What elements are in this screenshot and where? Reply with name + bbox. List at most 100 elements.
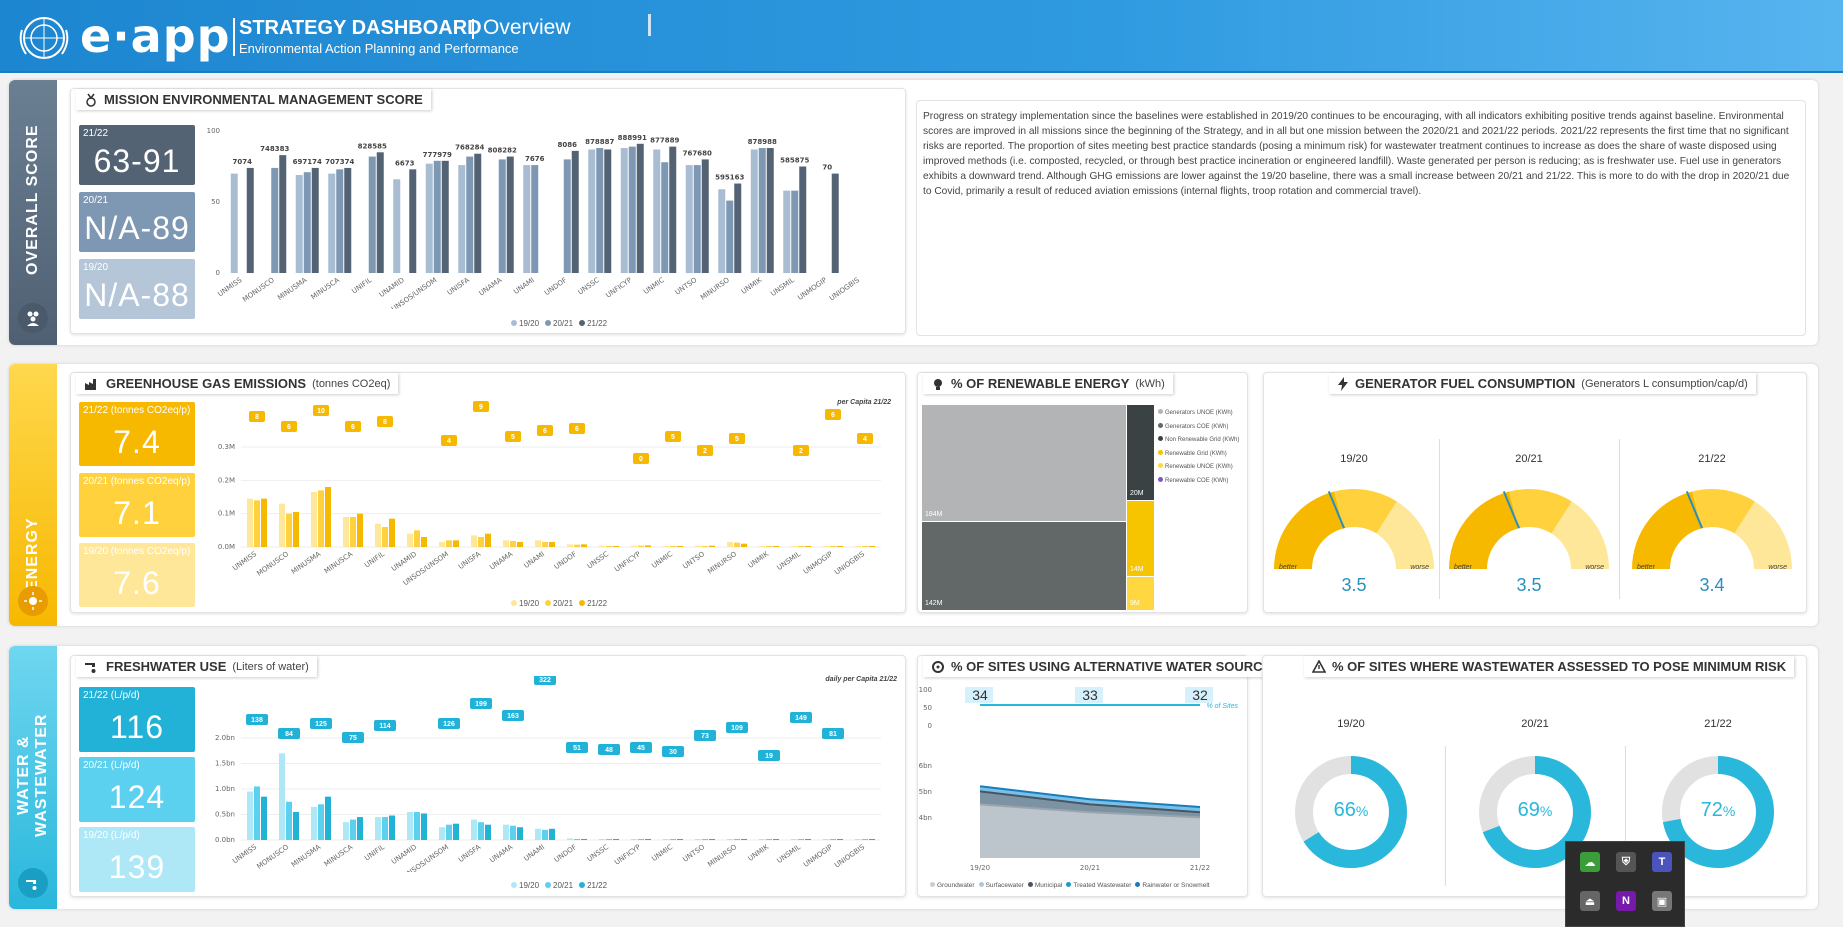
gauge-needle	[1685, 491, 1703, 529]
page-section: Overview	[483, 16, 571, 39]
management-score-title: MISSION ENVIRONMENTAL MANAGEMENT SCORE	[76, 89, 431, 110]
per-capita-badge	[694, 730, 716, 741]
warning-icon	[1312, 660, 1326, 673]
bar	[791, 839, 797, 840]
bar	[293, 512, 299, 547]
y-tick-label: 100	[919, 686, 932, 694]
per-capita-badge	[726, 722, 748, 733]
teams-icon[interactable]: T	[1652, 852, 1672, 872]
per-capita-value: 73	[701, 733, 709, 740]
bar	[506, 156, 514, 273]
data-label: 877889	[650, 137, 679, 145]
per-capita-value: 19	[765, 753, 773, 760]
donut-fill	[1295, 756, 1407, 868]
bar	[485, 533, 491, 547]
kpi-ghg-2122: 21/22 (tonnes CO2eq/p) 7.4	[79, 402, 195, 466]
gauge-period: 20/21	[1515, 453, 1543, 465]
x-tick-label: MINUSCA	[310, 276, 341, 301]
bar	[407, 533, 413, 547]
per-capita-value: 45	[637, 745, 645, 752]
x-tick-label: UNAMA	[478, 276, 504, 298]
bar	[441, 160, 449, 273]
gauge-worse-label: worse	[1768, 564, 1787, 571]
kpi-label: 19/20 (L/p/d)	[83, 830, 140, 841]
bar	[503, 824, 509, 840]
kpi-value: 7.4	[113, 424, 161, 460]
fuel-gauge: better worse	[1632, 489, 1792, 571]
per-capita-value: 138	[251, 717, 263, 724]
recycle-icon	[932, 660, 944, 673]
x-tick-label: UNMIK	[747, 843, 771, 863]
bar	[368, 156, 376, 273]
gauge-band-worse	[1551, 501, 1609, 569]
bar	[669, 146, 677, 273]
strategy-narrative: Progress on strategy implementation sinc…	[916, 100, 1806, 336]
bar	[758, 148, 766, 273]
renewable-title-text: % OF RENEWABLE ENERGY	[951, 376, 1130, 391]
wastewater-donut	[1479, 756, 1591, 868]
bar	[466, 156, 474, 273]
x-tick-label: MINUSCA	[323, 550, 354, 575]
per-capita-value: 6	[543, 428, 547, 435]
legend-item: 21/22	[579, 881, 607, 890]
x-tick-label: UNIOGBIS	[833, 550, 866, 577]
treemap-non-renewable-grid: 20M	[1127, 405, 1154, 500]
cloud-sync-icon[interactable]: ☁	[1580, 852, 1600, 872]
bar	[517, 827, 523, 840]
bar	[471, 535, 477, 547]
x-tick-label: UNSMIL	[769, 276, 796, 298]
bar	[599, 838, 605, 840]
legend-item: Municipal	[1027, 882, 1062, 889]
display-settings-icon[interactable]: ▣	[1652, 891, 1672, 911]
x-tick-label: UNSMIL	[776, 550, 803, 572]
per-capita-value: 4	[447, 438, 451, 445]
bar	[498, 159, 506, 273]
bar	[791, 546, 797, 547]
usb-device-icon[interactable]: ⏏	[1580, 891, 1600, 911]
sites-value: 33	[1082, 687, 1098, 703]
alt-water-title: % OF SITES USING ALTERNATIVE WATER SOURC…	[923, 656, 1288, 677]
bar	[531, 165, 539, 273]
x-tick-label: UNAMID	[390, 550, 418, 573]
bar	[247, 791, 253, 840]
people-icon	[18, 303, 48, 333]
per-capita-badge	[374, 720, 396, 731]
donut-fill	[1479, 756, 1591, 868]
security-shield-icon[interactable]: ⛨	[1616, 852, 1636, 872]
x-tick-label: UNMISS	[231, 843, 258, 866]
gauge-band-worse	[1734, 501, 1792, 569]
data-label: 707374	[325, 158, 354, 166]
bar	[549, 542, 555, 547]
bar	[685, 165, 693, 273]
bar	[837, 546, 843, 547]
sites-value: 32	[1192, 687, 1208, 703]
bar	[542, 542, 548, 547]
bar	[773, 546, 779, 547]
bar	[471, 819, 477, 840]
gauge-band-worse	[1376, 501, 1434, 569]
bar	[862, 839, 868, 840]
x-tick-label: UNDOF	[543, 276, 568, 297]
bar	[620, 148, 628, 273]
bar	[823, 839, 829, 840]
bar	[581, 838, 587, 840]
per-capita-value: 126	[443, 721, 455, 728]
bar	[446, 540, 452, 547]
x-tick-label: UNAMID	[390, 843, 418, 866]
per-capita-badge	[662, 746, 684, 757]
per-capita-value: 10	[317, 408, 325, 415]
per-capita-badge	[857, 433, 873, 444]
bar	[702, 839, 708, 840]
bar	[613, 546, 619, 547]
line-groundwater	[979, 803, 1201, 819]
data-label: 7676	[525, 155, 545, 163]
onenote-icon[interactable]: N	[1616, 891, 1636, 911]
per-capita-value: 9	[479, 404, 483, 411]
x-tick-label: MONUSCO	[255, 550, 290, 578]
bar	[596, 148, 604, 273]
donut-period: 19/20	[1337, 718, 1365, 730]
header-divider	[233, 18, 235, 56]
per-capita-value: 109	[731, 725, 743, 732]
bar	[606, 838, 612, 840]
